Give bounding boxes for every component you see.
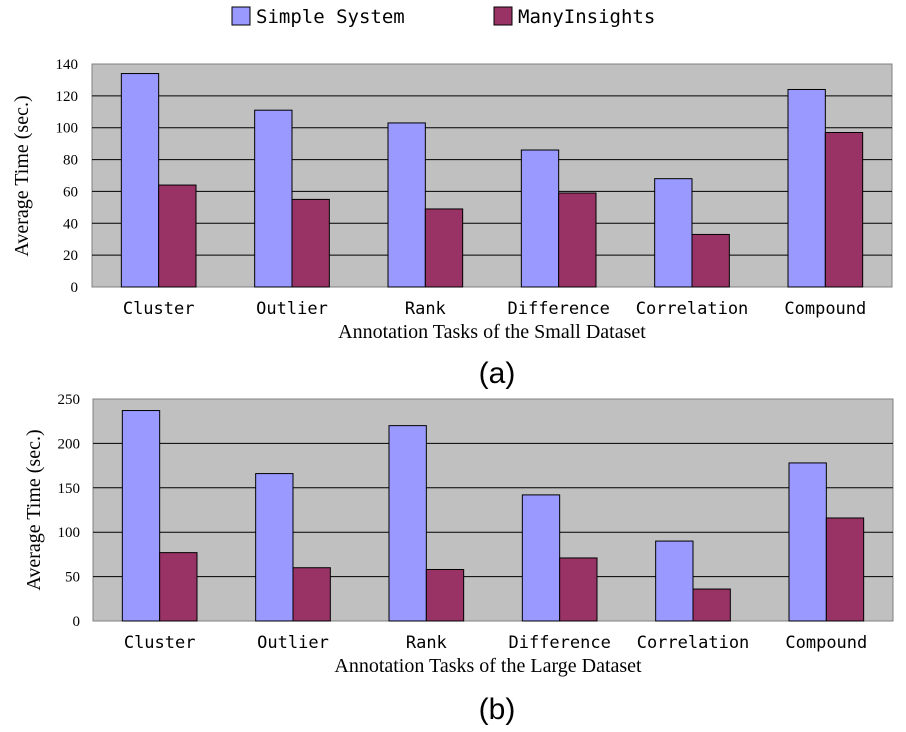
- chart-panel-a: 0 20 40 60 80 100 120 140 Cluster Outlier Rank Dif…: [11, 57, 893, 390]
- legend-label-manyinsights: ManyInsights: [518, 6, 655, 28]
- bar-simple-system-cluster: [120, 73, 160, 288]
- y-tick-label: 150: [58, 481, 81, 497]
- bar-simple-system-compound: [787, 88, 826, 288]
- y-axis-label-a: Average Time (sec.): [11, 95, 33, 256]
- bars-a: [120, 73, 864, 288]
- y-axis-label-b: Average Time (sec.): [23, 429, 45, 590]
- bar-simple-system-cluster: [121, 410, 161, 622]
- y-tick-label: 80: [63, 153, 78, 169]
- y-tick-label: 100: [58, 525, 81, 541]
- panel-label-a: (a): [479, 357, 516, 390]
- bar-manyinsights-outlier: [291, 198, 330, 288]
- y-tick-label: 200: [58, 436, 81, 452]
- bar-manyinsights-correlation: [691, 233, 730, 288]
- bar-simple-system-rank: [388, 425, 427, 622]
- chart-panel-b: 0 50 100 150 200 250 Cluster Outlier Rank Differ…: [23, 392, 894, 726]
- x-tick-label-correlation: Correlation: [637, 633, 750, 653]
- x-tick-label-correlation: Correlation: [636, 299, 749, 319]
- x-axis-label-b: Annotation Tasks of the Large Dataset: [334, 655, 642, 677]
- x-tick-label-compound: Compound: [785, 633, 867, 653]
- bar-simple-system-outlier: [255, 473, 294, 622]
- bar-manyinsights-correlation: [692, 588, 731, 622]
- y-tick-label: 100: [56, 121, 79, 137]
- y-tick-label: 140: [56, 57, 79, 73]
- y-tick-label: 120: [56, 89, 79, 105]
- y-tick-label: 60: [63, 184, 78, 200]
- x-tick-label-outlier: Outlier: [256, 299, 328, 319]
- bar-simple-system-correlation: [655, 540, 694, 622]
- gridlines-b: [93, 442, 893, 578]
- x-tick-label-rank: Rank: [405, 299, 446, 319]
- x-tick-label-difference: Difference: [507, 299, 609, 319]
- y-tick-label: 0: [73, 614, 81, 630]
- y-tick-labels-b: 0 50 100 150 200 250: [58, 392, 81, 630]
- bar-manyinsights-compound: [824, 131, 864, 288]
- bar-manyinsights-rank: [424, 208, 464, 288]
- bar-manyinsights-cluster: [159, 552, 198, 622]
- plot-area-b: [92, 398, 894, 622]
- bar-manyinsights-difference: [558, 192, 597, 288]
- x-tick-label-cluster: Cluster: [124, 633, 196, 653]
- y-tick-label: 0: [71, 280, 79, 296]
- bars-b: [121, 410, 865, 622]
- y-tick-label: 20: [63, 248, 78, 264]
- x-tick-label-outlier: Outlier: [257, 633, 329, 653]
- legend-label-simple-system: Simple System: [256, 6, 405, 28]
- legend-swatch-simple-system: [231, 6, 251, 26]
- y-tick-label: 250: [58, 392, 81, 408]
- y-tick-labels-a: 0 20 40 60 80 100 120 140: [56, 57, 79, 296]
- plot-area-a: [91, 63, 893, 288]
- panel-label-b: (b): [479, 693, 516, 726]
- bar-manyinsights-compound: [825, 517, 865, 622]
- x-tick-label-difference: Difference: [508, 633, 610, 653]
- x-axis-label-a: Annotation Tasks of the Small Dataset: [338, 321, 646, 343]
- bar-simple-system-difference: [520, 149, 560, 288]
- bar-manyinsights-difference: [559, 557, 598, 622]
- bar-simple-system-outlier: [254, 109, 293, 288]
- bar-manyinsights-cluster: [158, 184, 197, 288]
- bar-manyinsights-rank: [425, 568, 465, 622]
- gridlines-a: [92, 95, 892, 256]
- x-tick-label-compound: Compound: [784, 299, 866, 319]
- bar-simple-system-rank: [387, 122, 426, 288]
- x-tick-labels-b: Cluster Outlier Rank Difference Correlation C…: [124, 633, 867, 653]
- bar-manyinsights-outlier: [292, 567, 331, 622]
- legend-swatch-manyinsights: [493, 6, 513, 26]
- x-tick-label-cluster: Cluster: [123, 299, 195, 319]
- bar-simple-system-correlation: [654, 178, 693, 288]
- x-tick-label-rank: Rank: [406, 633, 447, 653]
- y-tick-label: 40: [63, 216, 78, 232]
- y-tick-label: 50: [65, 570, 80, 586]
- bar-simple-system-compound: [788, 462, 827, 622]
- legend: Simple System ManyInsights: [231, 6, 655, 28]
- bar-simple-system-difference: [521, 494, 561, 622]
- x-tick-labels-a: Cluster Outlier Rank Difference Correlation C…: [123, 299, 866, 319]
